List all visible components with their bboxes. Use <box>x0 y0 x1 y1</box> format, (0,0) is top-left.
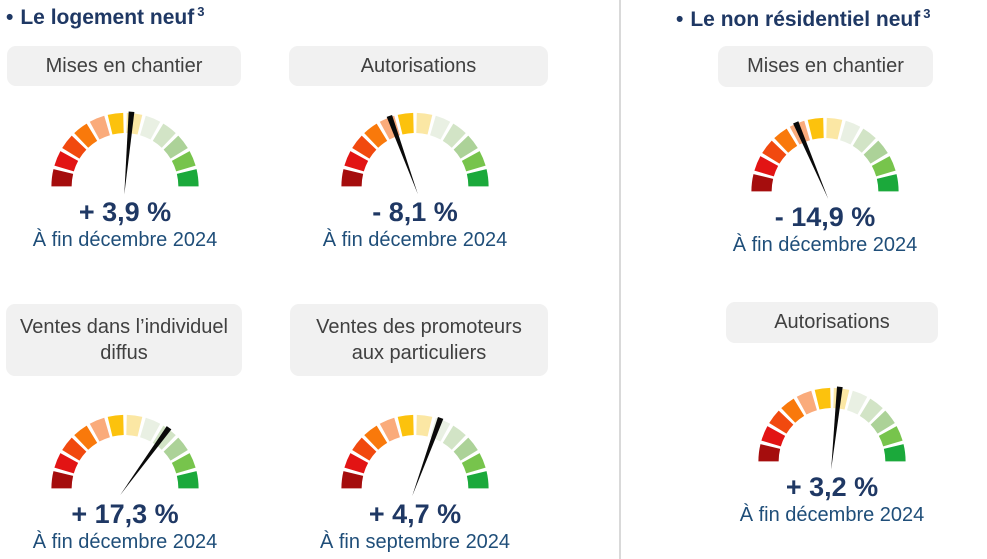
gauge-period: À fin décembre 2024 <box>322 228 508 251</box>
gauge-period: À fin septembre 2024 <box>319 530 511 553</box>
gauge-needle <box>412 416 444 497</box>
gauge-value: + 3,9 % <box>78 196 172 227</box>
section-divider <box>619 0 621 559</box>
gauge-value: + 3,2 % <box>785 471 879 502</box>
gauge-mises-en-chantier-logement: + 3,9 % À fin décembre 2024 <box>5 99 245 252</box>
gauge-value: + 4,7 % <box>368 498 462 529</box>
gauge-chart <box>341 112 489 195</box>
gauge-label-pill: Mises en chantier <box>7 46 241 86</box>
gauge-chart <box>51 414 199 496</box>
gauge-needle <box>831 386 843 470</box>
gauge-label: Ventes dans l’individuel diffus <box>20 315 228 364</box>
gauge-period: À fin décembre 2024 <box>739 503 925 526</box>
gauge-label: Autorisations <box>360 54 477 77</box>
gauge-chart <box>758 386 906 470</box>
gauge-period: À fin décembre 2024 <box>732 233 918 256</box>
gauge-label: Mises en chantier <box>747 55 904 78</box>
section-title-text: Le logement neuf <box>20 6 195 29</box>
gauge-mises-en-chantier-non-residentiel: - 14,9 % À fin décembre 2024 <box>705 104 945 257</box>
gauge-needle <box>386 114 418 195</box>
gauge-needle <box>124 111 135 195</box>
footnote-ref: 3 <box>197 4 205 19</box>
gauge-label-pill: Autorisations <box>289 46 548 86</box>
gauge-label: Mises en chantier <box>45 54 203 77</box>
gauge-value: + 17,3 % <box>71 498 179 529</box>
footnote-ref: 3 <box>923 6 931 21</box>
gauge-label-pill: Autorisations <box>726 302 938 343</box>
gauge-ventes-individuel-diffus: + 17,3 % À fin décembre 2024 <box>5 401 245 554</box>
gauge-value: - 8,1 % <box>372 196 458 227</box>
gauge-label-pill: Ventes des promoteurs aux particuliers <box>290 304 548 376</box>
gauge-needle <box>793 121 829 200</box>
section-title-non-residentiel: • Le non résidentiel neuf 3 <box>676 6 930 32</box>
section-title-text: Le non résidentiel neuf <box>690 8 921 31</box>
gauge-chart <box>751 117 899 200</box>
gauge-chart <box>341 414 489 497</box>
bullet-icon: • <box>676 8 684 31</box>
gauge-value: - 14,9 % <box>774 201 876 232</box>
gauge-chart <box>51 111 199 195</box>
gauge-needle <box>120 426 172 496</box>
gauge-label: Autorisations <box>774 311 890 334</box>
gauge-label-pill: Ventes dans l’individuel diffus <box>6 304 242 376</box>
gauge-label: Ventes des promoteurs aux particuliers <box>316 315 522 364</box>
gauge-autorisations-non-residentiel: + 3,2 % À fin décembre 2024 <box>712 374 952 527</box>
gauge-ventes-promoteurs: + 4,7 % À fin septembre 2024 <box>295 401 535 554</box>
gauge-label-pill: Mises en chantier <box>718 46 933 87</box>
section-title-logement: • Le logement neuf 3 <box>6 4 204 30</box>
gauge-period: À fin décembre 2024 <box>32 228 218 251</box>
gauge-period: À fin décembre 2024 <box>32 530 218 553</box>
gauge-autorisations-logement: - 8,1 % À fin décembre 2024 <box>295 99 535 252</box>
bullet-icon: • <box>6 6 14 29</box>
